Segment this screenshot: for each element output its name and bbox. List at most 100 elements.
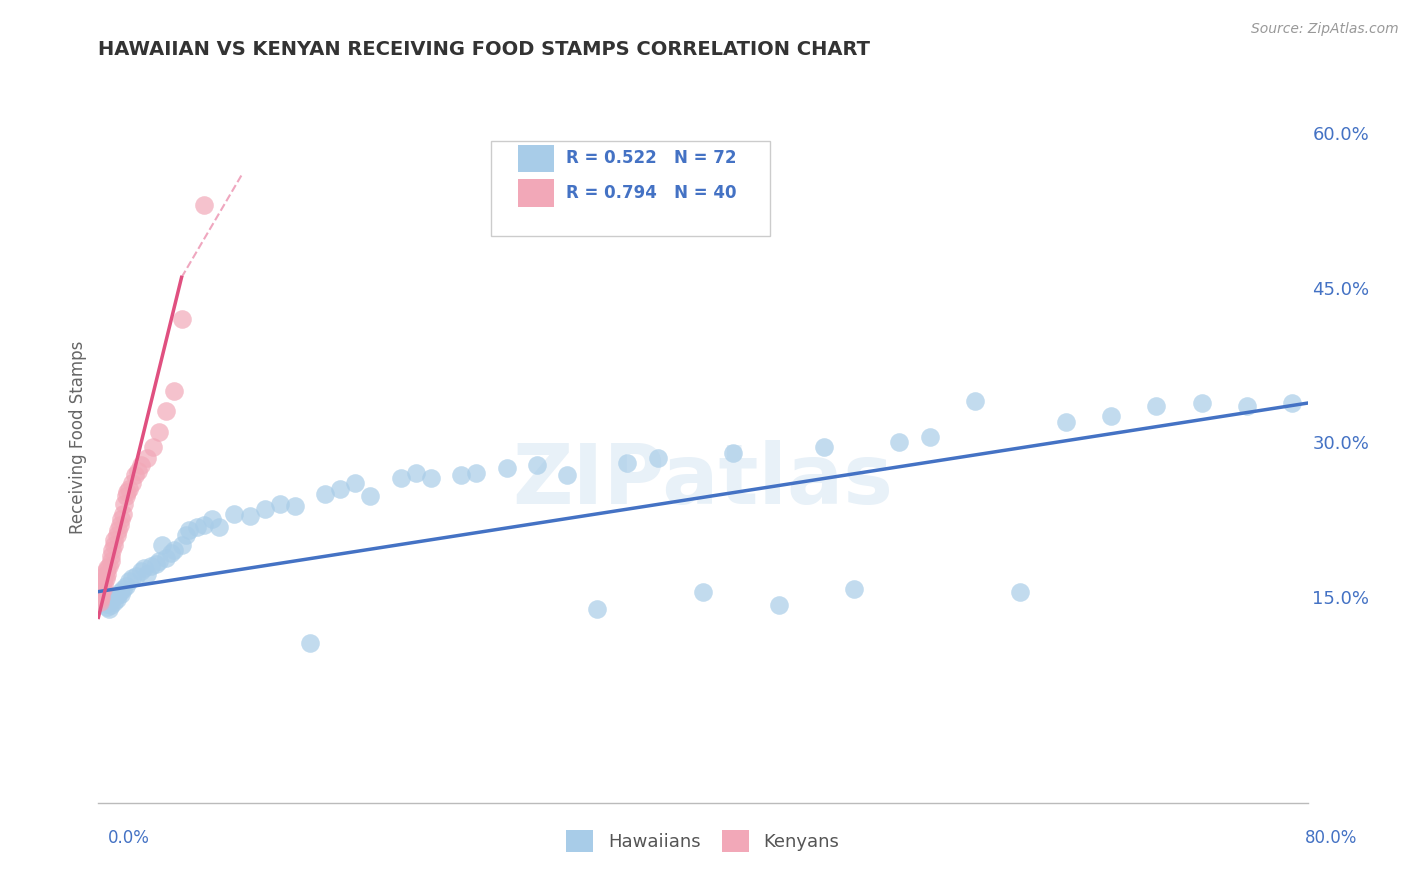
Point (465, 466, 488, 480)
Point (110, 512, 132, 526)
Point (148, 554, 170, 568)
Point (813, 441, 835, 455)
Point (284, 499, 307, 513)
Point (420, 471, 443, 485)
Point (107, 523, 129, 537)
Point (114, 579, 136, 593)
Point (94, 564, 117, 578)
Point (170, 311, 193, 326)
Point (145, 557, 167, 571)
Point (115, 484, 138, 499)
Y-axis label: Receiving Food Stamps: Receiving Food Stamps (69, 341, 87, 533)
Point (91, 582, 114, 596)
Point (100, 598, 122, 612)
Point (98, 602, 121, 616)
Point (90, 584, 112, 599)
Point (344, 476, 367, 491)
Point (1281, 396, 1303, 410)
Point (299, 636, 322, 650)
Point (389, 471, 412, 485)
Point (616, 456, 638, 470)
Point (124, 468, 146, 483)
Point (844, 582, 866, 596)
Point (129, 564, 152, 578)
Point (90, 579, 112, 593)
Point (100, 549, 122, 563)
Point (314, 487, 336, 501)
Point (495, 461, 517, 475)
Point (121, 571, 143, 585)
Point (163, 543, 186, 558)
FancyBboxPatch shape (517, 145, 554, 172)
Point (89, 595, 111, 609)
Point (450, 468, 472, 483)
Point (108, 584, 131, 599)
Point (135, 567, 157, 582)
Point (163, 384, 186, 398)
FancyBboxPatch shape (517, 179, 554, 207)
Point (647, 450, 669, 465)
Legend: Hawaiians, Kenyans: Hawaiians, Kenyans (560, 823, 846, 860)
Point (90, 590, 112, 604)
Point (224, 508, 246, 522)
Point (526, 458, 548, 472)
Point (100, 554, 122, 568)
Point (90, 590, 112, 604)
Point (118, 482, 141, 496)
Point (110, 587, 132, 601)
Text: ZIPatlas: ZIPatlas (513, 441, 893, 522)
Point (118, 574, 141, 589)
Point (1054, 415, 1077, 429)
Point (193, 198, 215, 212)
Point (155, 404, 177, 418)
Point (125, 569, 148, 583)
Point (103, 590, 125, 604)
Point (111, 508, 134, 522)
Point (174, 528, 197, 542)
Point (114, 489, 136, 503)
Point (93, 595, 115, 609)
Point (93, 569, 115, 583)
Point (170, 538, 193, 552)
Point (1236, 399, 1258, 413)
Point (105, 588, 128, 602)
Point (108, 517, 131, 532)
Point (101, 543, 124, 558)
Point (127, 464, 149, 478)
Point (142, 441, 165, 455)
Point (141, 558, 163, 573)
Text: 80.0%: 80.0% (1305, 829, 1357, 847)
Point (269, 497, 291, 511)
Point (105, 528, 128, 542)
Point (768, 598, 790, 612)
Point (111, 582, 134, 596)
Point (96, 561, 118, 575)
Point (918, 430, 941, 444)
Point (329, 482, 352, 496)
Text: R = 0.522   N = 72: R = 0.522 N = 72 (567, 149, 737, 168)
Text: HAWAIIAN VS KENYAN RECEIVING FOOD STAMPS CORRELATION CHART: HAWAIIAN VS KENYAN RECEIVING FOOD STAMPS… (98, 39, 870, 59)
Point (239, 509, 262, 524)
Point (186, 519, 208, 533)
Point (105, 591, 128, 606)
Point (148, 425, 170, 439)
Point (94, 597, 117, 611)
Point (208, 519, 231, 533)
Point (93, 577, 115, 591)
Point (155, 550, 177, 565)
Point (1144, 399, 1167, 413)
Point (160, 547, 183, 561)
Point (103, 595, 125, 609)
Point (1191, 396, 1213, 410)
Point (1099, 409, 1122, 424)
Point (965, 394, 987, 409)
Point (129, 458, 152, 472)
Point (723, 445, 745, 459)
Point (135, 450, 157, 465)
Point (253, 502, 276, 516)
Point (555, 468, 578, 483)
Point (112, 497, 135, 511)
FancyBboxPatch shape (492, 141, 769, 235)
Point (91, 574, 114, 589)
Text: Source: ZipAtlas.com: Source: ZipAtlas.com (1251, 22, 1399, 37)
